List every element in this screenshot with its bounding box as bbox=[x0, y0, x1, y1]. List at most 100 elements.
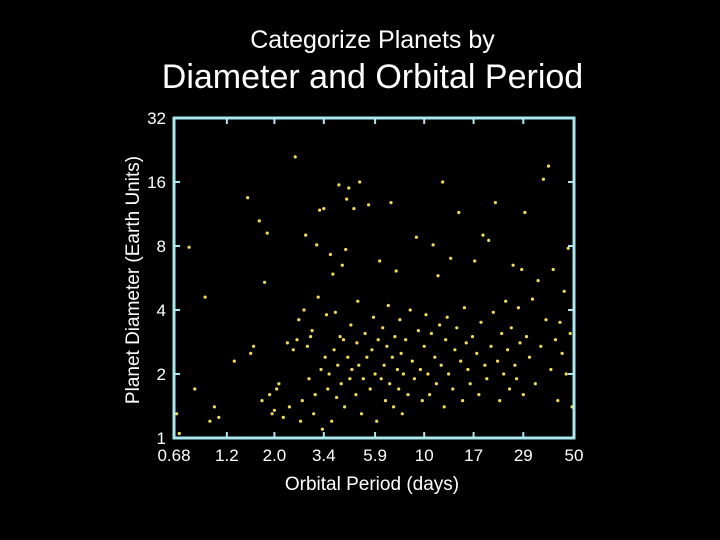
x-tick-label: 50 bbox=[565, 446, 584, 465]
data-point bbox=[324, 313, 329, 317]
data-point bbox=[507, 387, 512, 391]
data-point bbox=[442, 405, 446, 409]
data-point bbox=[291, 348, 295, 352]
data-point bbox=[393, 335, 397, 339]
data-point bbox=[367, 203, 371, 207]
data-point bbox=[523, 210, 527, 215]
data-point bbox=[436, 274, 440, 278]
data-point bbox=[515, 377, 519, 381]
data-point bbox=[485, 377, 489, 381]
data-point bbox=[389, 201, 393, 205]
data-point bbox=[511, 263, 515, 267]
data-point bbox=[302, 308, 306, 312]
x-tick-label: 1.2 bbox=[215, 446, 239, 465]
data-point bbox=[521, 393, 525, 397]
data-point bbox=[313, 393, 317, 397]
data-point bbox=[212, 405, 216, 409]
data-point bbox=[323, 355, 327, 359]
data-point bbox=[544, 318, 548, 322]
data-point bbox=[352, 207, 356, 211]
data-point bbox=[270, 412, 274, 416]
data-point bbox=[444, 338, 448, 342]
data-point bbox=[175, 412, 179, 416]
data-point bbox=[371, 315, 376, 319]
data-point bbox=[426, 372, 430, 376]
data-point bbox=[285, 341, 289, 345]
slide-title-line2: Diameter and Orbital Period bbox=[161, 58, 584, 96]
data-point bbox=[438, 323, 442, 327]
data-point bbox=[350, 367, 354, 372]
data-point bbox=[316, 295, 320, 299]
data-point bbox=[462, 306, 466, 310]
data-point bbox=[504, 299, 508, 303]
data-point bbox=[457, 210, 461, 215]
data-point bbox=[257, 219, 261, 223]
data-point bbox=[400, 412, 404, 416]
data-point bbox=[331, 272, 335, 276]
data-point bbox=[418, 367, 422, 372]
data-point bbox=[551, 267, 555, 272]
data-point bbox=[401, 372, 405, 376]
data-point bbox=[422, 344, 426, 348]
data-point bbox=[193, 387, 197, 391]
data-point bbox=[373, 372, 377, 376]
data-point bbox=[475, 351, 479, 355]
data-point bbox=[468, 382, 472, 386]
data-point bbox=[477, 393, 481, 397]
data-point bbox=[336, 363, 340, 367]
data-point bbox=[410, 359, 414, 363]
data-point bbox=[506, 348, 510, 352]
data-point bbox=[483, 363, 487, 367]
data-point bbox=[260, 399, 264, 403]
x-tick-label: 3.4 bbox=[312, 446, 336, 465]
data-point bbox=[539, 344, 543, 348]
data-point bbox=[536, 279, 540, 283]
data-point bbox=[518, 341, 522, 345]
data-point bbox=[304, 233, 308, 237]
data-point bbox=[516, 306, 521, 310]
data-point bbox=[295, 338, 299, 342]
data-point bbox=[337, 183, 341, 187]
data-point bbox=[203, 295, 207, 299]
data-point bbox=[562, 289, 566, 293]
data-point bbox=[252, 344, 256, 348]
data-point bbox=[356, 299, 360, 303]
data-point bbox=[406, 393, 410, 397]
data-point bbox=[500, 331, 504, 336]
x-axis-label: Orbital Period (days) bbox=[285, 474, 459, 495]
data-point bbox=[520, 267, 524, 272]
data-point bbox=[530, 297, 535, 301]
data-point bbox=[479, 320, 483, 324]
data-point bbox=[498, 399, 502, 403]
data-point bbox=[275, 387, 279, 391]
data-point bbox=[332, 348, 336, 352]
data-point bbox=[509, 326, 513, 330]
data-point bbox=[473, 259, 477, 263]
slide-title-line1: Categorize Planets by bbox=[250, 26, 495, 54]
data-point bbox=[414, 235, 418, 239]
data-point bbox=[408, 308, 412, 312]
data-point bbox=[447, 372, 451, 376]
data-point bbox=[428, 393, 432, 397]
data-point bbox=[370, 348, 374, 352]
data-point bbox=[347, 186, 351, 190]
data-point bbox=[346, 355, 350, 359]
data-point bbox=[363, 331, 367, 336]
data-point bbox=[546, 164, 551, 168]
data-point bbox=[420, 399, 424, 403]
data-point bbox=[232, 359, 236, 363]
data-point bbox=[368, 387, 372, 391]
data-point bbox=[461, 399, 465, 403]
data-point bbox=[416, 329, 420, 333]
data-point bbox=[399, 351, 403, 355]
data-point bbox=[553, 338, 558, 342]
data-point bbox=[470, 335, 475, 339]
ticks-layer bbox=[173, 117, 575, 439]
data-point bbox=[358, 180, 362, 184]
data-point bbox=[320, 427, 324, 431]
data-point bbox=[464, 341, 468, 345]
data-point bbox=[397, 387, 401, 391]
data-point bbox=[434, 382, 438, 386]
data-point bbox=[404, 338, 408, 342]
